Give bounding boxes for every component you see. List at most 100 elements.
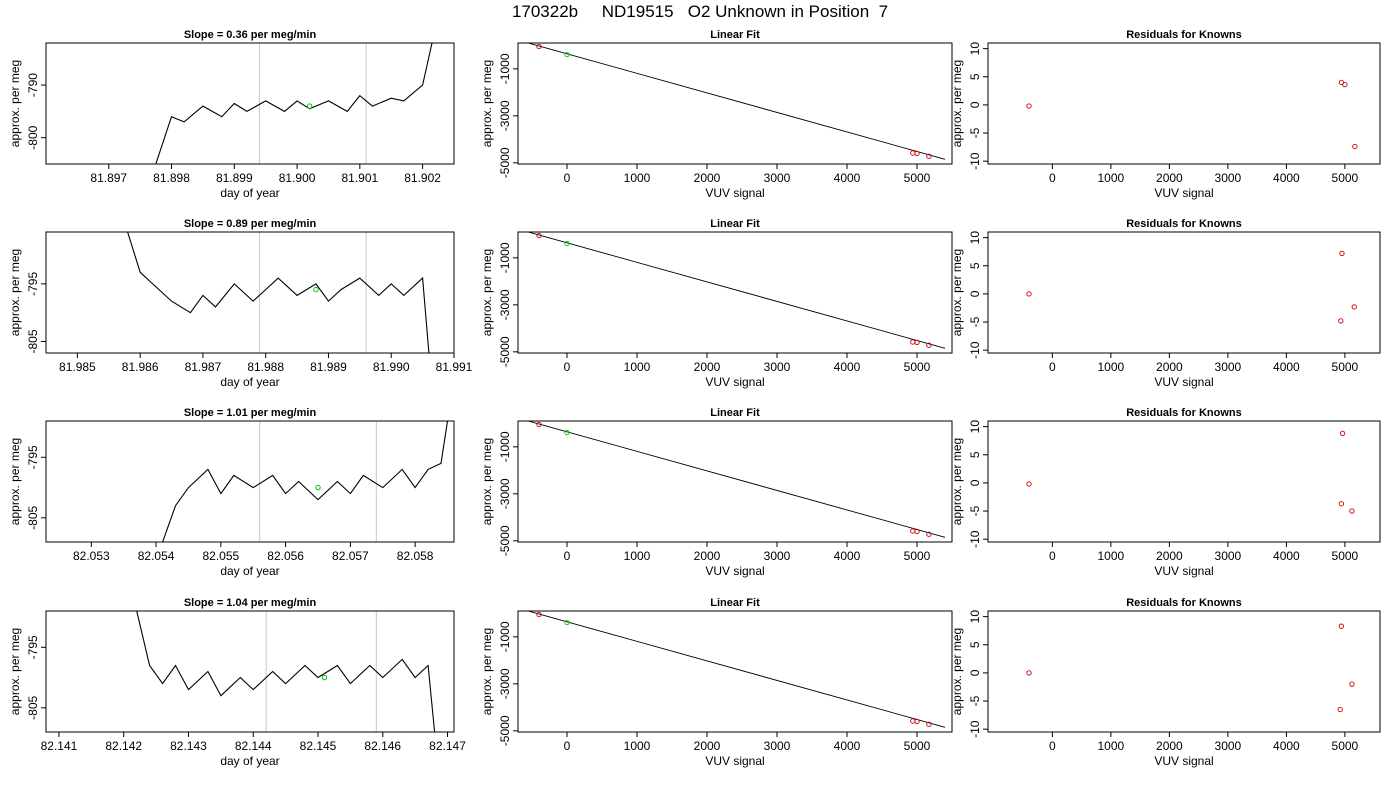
x-tick-label: 0 [564,549,571,563]
data-point [1349,681,1355,687]
x-tick-label: 1000 [624,549,651,563]
x-axis-label: day of year [220,375,279,389]
x-tick-label: 2000 [694,171,721,185]
y-tick-label: -5 [968,505,982,516]
x-tick-label: 82.144 [235,739,272,753]
chart-panel: 0 1000 2000 3000 4000 5000 -1000 -3000 -5000 Line… [480,29,953,200]
y-axis-label: approx. per meg [8,249,22,336]
x-tick-label: 1000 [1098,549,1125,563]
x-tick-label: 2000 [1156,739,1183,753]
y-tick-label: -10 [968,530,982,548]
x-axis-label: VUV signal [1154,186,1213,200]
x-tick-label: 81.985 [59,360,96,374]
chart-panel: 0 1000 2000 3000 4000 5000 -1000 -3000 -5000 Line… [480,407,953,578]
y-tick-label: 10 [968,420,982,434]
data-point [910,528,916,534]
data-point [1352,143,1358,150]
y-axis-label: approx. per meg [950,628,964,715]
x-tick-label: 82.054 [138,549,175,563]
x-tick-label: 4000 [1273,171,1300,185]
chart-panel: 0 1000 2000 3000 4000 5000 -10 -5 0 5 10 Residuals … [950,597,1381,768]
y-tick-label: -1000 [498,53,512,84]
x-tick-label: 2000 [694,549,721,563]
chart-title: Residuals for Knowns [1126,29,1242,41]
y-tick-label: -805 [26,695,40,719]
chart-panel: 0 1000 2000 3000 4000 5000 -1000 -3000 -5000 Line… [480,597,953,768]
y-tick-label: 5 [968,641,982,648]
plot-frame [517,231,953,354]
y-axis-label: approx. per meg [480,249,494,336]
data-point [1337,706,1343,713]
x-tick-label: 1000 [1098,360,1125,374]
highlight-point [306,103,313,109]
chart-title: Slope = 0.36 per meg/min [184,29,317,41]
x-tick-label: 4000 [834,549,861,563]
data-point [926,342,932,348]
data-point [1026,481,1032,487]
highlight-point [321,674,328,681]
x-tick-label: 0 [1049,360,1056,374]
x-tick-label: 81.897 [90,171,127,185]
fit-line [526,421,946,538]
data-point [564,429,570,436]
data-point [536,43,542,50]
fit-line [526,611,946,728]
x-tick-label: 3000 [764,549,791,563]
plot-frame [987,231,1381,354]
data-point [914,528,920,535]
chart-panel: 82.141 82.142 82.143 82.144 82.145 82.146 82.1… [8,597,466,768]
y-tick-label: -5000 [498,525,512,556]
data-series-line [127,232,430,353]
x-tick-label: 4000 [1273,549,1300,563]
chart-title: Slope = 1.04 per meg/min [184,597,317,609]
data-point [1351,304,1357,310]
plot-frame [517,610,953,733]
data-point [1338,501,1345,507]
y-tick-label: -800 [26,125,40,149]
x-tick-label: 82.142 [105,739,142,753]
x-axis-label: VUV signal [705,375,764,389]
chart-title: Linear Fit [710,407,760,419]
x-tick-label: 0 [564,360,571,374]
data-point [564,51,570,58]
x-tick-label: 2000 [694,360,721,374]
y-tick-label: -5000 [498,715,512,746]
plot-frame [517,42,953,165]
x-tick-label: 81.991 [436,360,473,374]
fit-line [526,232,946,349]
fit-line [526,43,946,160]
x-tick-label: 82.055 [203,549,240,563]
y-tick-label: -3000 [498,478,512,509]
y-tick-label: 5 [968,73,982,80]
x-tick-label: 5000 [904,171,931,185]
plot-frame [45,420,455,543]
x-tick-label: 81.900 [279,171,316,185]
x-tick-label: 81.901 [341,171,378,185]
y-axis-label: approx. per meg [950,249,964,336]
data-point [1339,250,1345,257]
y-tick-label: 0 [968,669,982,676]
x-tick-label: 3000 [1215,171,1242,185]
x-tick-label: 4000 [834,171,861,185]
x-tick-label: 1000 [624,171,651,185]
plot-frame [987,420,1381,543]
y-tick-label: 0 [968,479,982,486]
x-tick-label: 82.147 [429,739,466,753]
highlight-point [315,484,321,491]
x-tick-label: 3000 [1215,549,1242,563]
data-series-line [136,611,436,732]
y-tick-label: 5 [968,262,982,269]
plot-frame [45,231,455,354]
data-series-line [162,421,449,542]
data-point [564,619,570,626]
chart-panel: 81.985 81.986 81.987 81.988 81.989 81.990 81.9… [8,218,473,389]
y-tick-label: -5000 [498,147,512,178]
x-tick-label: 81.987 [185,360,222,374]
highlight-point [313,286,319,293]
x-tick-label: 82.145 [300,739,337,753]
x-axis-label: VUV signal [1154,564,1213,578]
data-point [914,718,920,725]
chart-title: Linear Fit [710,597,760,609]
x-tick-label: 0 [1049,549,1056,563]
data-point [1338,623,1345,629]
